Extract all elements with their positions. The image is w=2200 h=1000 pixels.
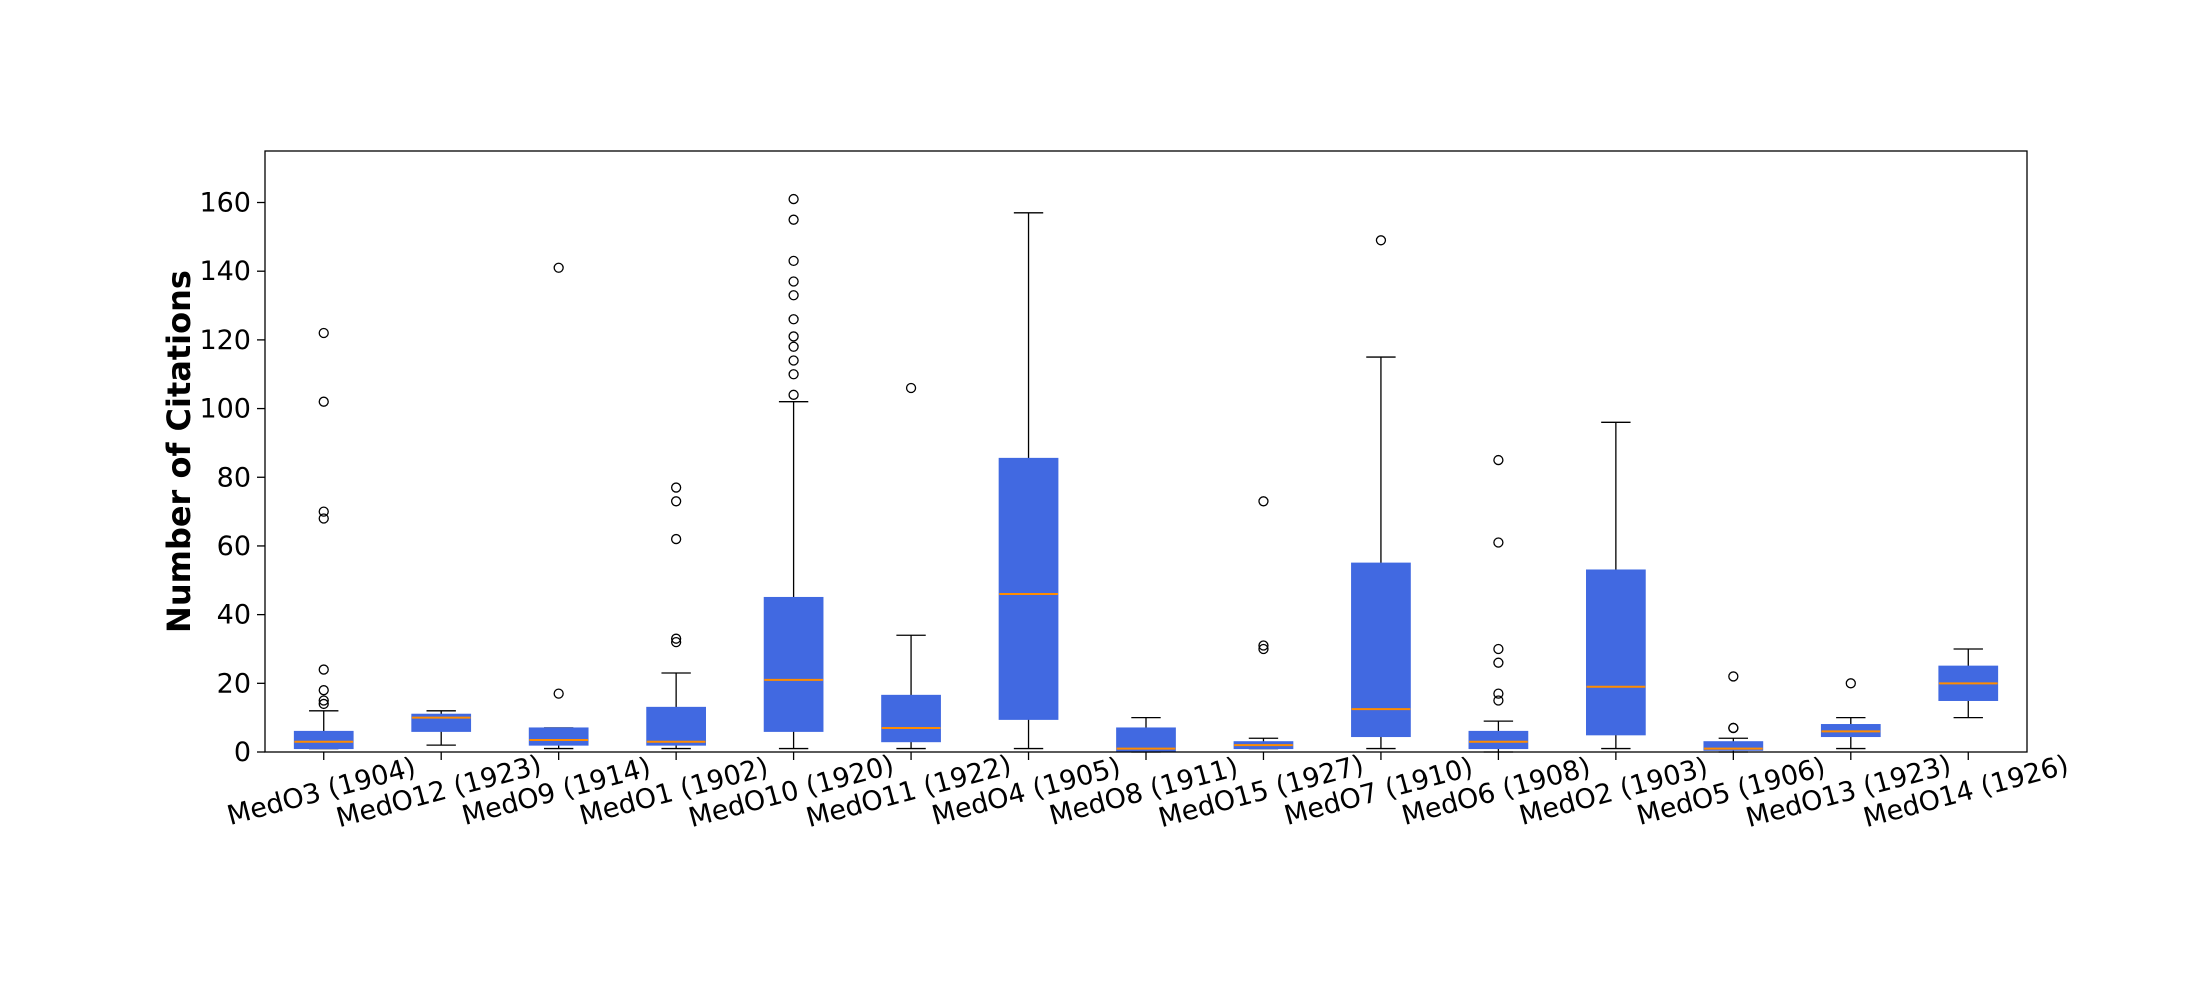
- y-axis-title: Number of Citations: [160, 270, 198, 633]
- outlier-point: [1493, 537, 1504, 548]
- boxes-layer: [293, 212, 1999, 753]
- box: [1468, 730, 1529, 750]
- box: [293, 730, 354, 750]
- y-tick-label: 40: [217, 600, 251, 631]
- outlier-point: [788, 276, 799, 287]
- outlier-point: [670, 636, 682, 648]
- outlier-point: [553, 688, 564, 699]
- box-group: [1820, 717, 1881, 750]
- outlier-point: [1728, 671, 1739, 682]
- outlier-point: [1728, 722, 1739, 734]
- y-axis: 0 20 40 60 80 100 120 140 160: [199, 188, 265, 768]
- y-tick-label: 160: [199, 188, 251, 219]
- outlier-point: [1258, 643, 1269, 655]
- box: [763, 596, 824, 732]
- box-group: [881, 634, 941, 750]
- outlier-point: [670, 533, 682, 545]
- box-group: [1938, 648, 1999, 719]
- plot-area-frame: [264, 150, 2028, 753]
- y-tick-label: 120: [199, 325, 251, 356]
- outlier-point: [788, 369, 799, 380]
- outlier-point: [318, 698, 329, 710]
- box: [1351, 562, 1411, 738]
- outlier-point: [788, 341, 799, 352]
- y-tick-label: 20: [217, 668, 251, 699]
- y-tick-label: 140: [199, 256, 251, 287]
- outlier-point: [1493, 454, 1504, 466]
- box-group: [763, 401, 824, 750]
- outlier-point: [670, 633, 682, 644]
- outlier-point: [318, 695, 329, 706]
- outlier-point: [1845, 678, 1856, 689]
- box-group: [998, 212, 1059, 750]
- fliers-layer: [318, 193, 1856, 734]
- outlier-point: [318, 513, 329, 524]
- outlier-point: [788, 255, 799, 267]
- outlier-point: [318, 506, 329, 517]
- outlier-point: [318, 664, 329, 675]
- box-group: [293, 710, 354, 750]
- box-group: [1703, 737, 1764, 753]
- outlier-point: [788, 314, 799, 325]
- outlier-point: [1493, 657, 1504, 668]
- box-group: [528, 727, 589, 750]
- box-group: [1586, 421, 1646, 750]
- outlier-point: [788, 331, 799, 342]
- outlier-point: [1258, 640, 1269, 651]
- outlier-point: [318, 327, 329, 339]
- outlier-point: [670, 482, 682, 493]
- box-group: [1233, 737, 1294, 750]
- outlier-point: [1493, 688, 1504, 699]
- outlier-point: [1493, 695, 1504, 706]
- box: [1586, 569, 1646, 736]
- outlier-point: [553, 262, 564, 273]
- box: [998, 457, 1059, 720]
- outlier-point: [670, 496, 682, 507]
- y-tick-label: 100: [199, 394, 251, 425]
- box: [881, 694, 941, 743]
- outlier-point: [788, 290, 799, 301]
- box-group: [1116, 717, 1176, 753]
- box-group: [1351, 356, 1411, 750]
- outlier-point: [1258, 496, 1269, 507]
- box: [528, 727, 589, 746]
- outlier-point: [788, 389, 799, 400]
- box: [646, 706, 706, 746]
- outlier-point: [788, 214, 799, 225]
- y-tick-label: 0: [234, 737, 251, 768]
- outlier-point: [788, 355, 799, 366]
- box-group: [411, 710, 472, 746]
- box: [1703, 741, 1764, 751]
- y-tick-label: 80: [217, 462, 251, 493]
- outlier-point: [318, 685, 329, 696]
- outlier-point: [1375, 235, 1387, 246]
- x-axis: MedO3 (1904)MedO12 (1923)MedO9 (1914)Med…: [224, 750, 2072, 835]
- outlier-point: [1493, 643, 1504, 655]
- outlier-point: [318, 396, 329, 407]
- outlier-point: [905, 382, 917, 394]
- box-group: [1468, 720, 1529, 753]
- y-tick-label: 60: [217, 531, 251, 562]
- box-group: [646, 672, 706, 750]
- outlier-point: [788, 193, 799, 205]
